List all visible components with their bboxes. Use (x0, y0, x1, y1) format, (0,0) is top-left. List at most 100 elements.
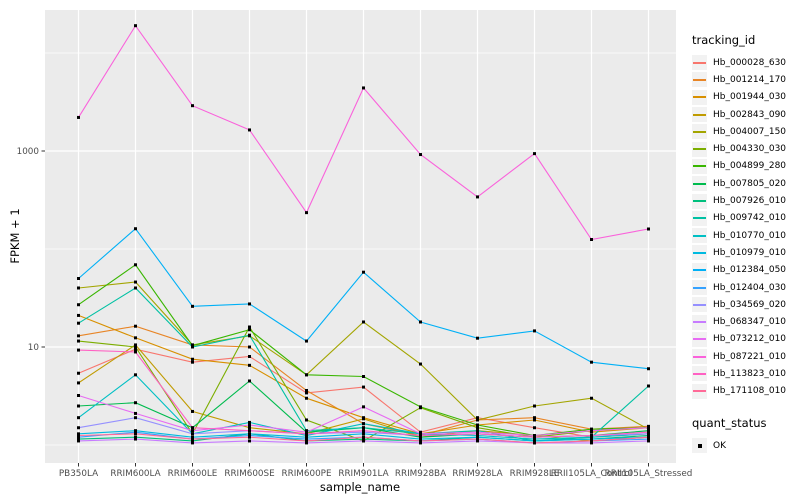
data-point (362, 426, 365, 430)
data-point (305, 211, 308, 215)
legend-quant-status: quant_status OK (692, 416, 800, 454)
y-tick-label: 10 (28, 343, 40, 353)
data-point (362, 417, 365, 421)
data-point (590, 437, 593, 441)
data-point (419, 435, 422, 439)
legend-item: Hb_007926_010 (692, 192, 800, 209)
data-point (248, 379, 251, 383)
data-point (77, 321, 80, 325)
data-point (134, 324, 137, 328)
legend-title-tracking-id: tracking_id (692, 33, 756, 47)
data-point (191, 429, 194, 433)
legend-key-line (692, 158, 707, 174)
legend-item: Hb_000028_630 (692, 54, 800, 71)
data-point (305, 373, 308, 377)
data-point (533, 435, 536, 439)
data-point (134, 343, 137, 347)
data-point (305, 434, 308, 438)
legend-item: Hb_087221_010 (692, 348, 800, 365)
data-point (77, 334, 80, 338)
data-point (134, 432, 137, 436)
data-point (476, 430, 479, 434)
data-point (77, 339, 80, 343)
legend-key-line (692, 383, 707, 399)
data-point (77, 393, 80, 397)
data-point (248, 420, 251, 424)
data-point (134, 345, 137, 349)
data-point (362, 320, 365, 324)
legend-item-label: Hb_010770_010 (713, 230, 787, 241)
data-point (533, 404, 536, 408)
data-point (248, 328, 251, 332)
data-point (419, 153, 422, 157)
data-point (419, 439, 422, 443)
legend-key-line (692, 314, 707, 330)
legend-item-label: Hb_001214_170 (713, 74, 787, 85)
legend-item-label: Hb_087221_010 (713, 351, 787, 362)
plot-panel (45, 10, 676, 463)
data-point (248, 432, 251, 436)
data-point (362, 375, 365, 379)
legend-title-quant-status: quant_status (692, 415, 767, 430)
legend-item-label: Hb_002843_090 (713, 109, 787, 120)
data-point (305, 391, 308, 395)
x-tick-label: RRII105LA_Control (551, 469, 633, 479)
data-point (77, 277, 80, 281)
data-point (590, 430, 593, 434)
legend-line-swatch (693, 234, 706, 237)
legend-item: Hb_113823_010 (692, 365, 800, 382)
legend-key-line (692, 366, 707, 382)
data-point (305, 429, 308, 433)
legend-line-swatch (693, 130, 706, 133)
legend-line-swatch (693, 251, 706, 254)
legend-key-line (692, 245, 707, 261)
data-point (248, 325, 251, 329)
legend-item-label: Hb_007805_020 (713, 178, 787, 189)
data-point (134, 429, 137, 433)
data-point (362, 437, 365, 441)
x-axis-title: sample_name (319, 480, 401, 494)
legend-key-line (692, 107, 707, 123)
data-point (533, 439, 536, 443)
legend-item: Hb_012384_050 (692, 262, 800, 279)
data-point (134, 416, 137, 420)
data-point (533, 418, 536, 422)
x-tick-label: RRIM928LA (452, 469, 502, 479)
legend-item-label: Hb_004330_030 (713, 144, 787, 155)
legend-key-line (692, 228, 707, 244)
data-point (590, 429, 593, 433)
legend-line-swatch (693, 148, 706, 151)
data-point (419, 437, 422, 441)
legend-item-label: Hb_004899_280 (713, 161, 787, 172)
data-point (77, 426, 80, 430)
data-point (647, 434, 650, 438)
data-point (134, 280, 137, 284)
data-point (362, 405, 365, 409)
legend-item: Hb_068347_010 (692, 313, 800, 330)
data-point (476, 437, 479, 441)
data-point (248, 429, 251, 433)
legend-key-line (692, 193, 707, 209)
data-point (134, 401, 137, 405)
data-point (305, 430, 308, 434)
data-point (647, 437, 650, 441)
data-point (134, 437, 137, 441)
data-point (248, 302, 251, 306)
legend-item: Hb_004899_280 (692, 158, 800, 175)
data-point (419, 432, 422, 436)
data-point (476, 195, 479, 199)
legend-item: Hb_073212_010 (692, 331, 800, 348)
data-point (134, 347, 137, 351)
legend-item-label: Hb_010979_010 (713, 247, 787, 258)
legend-item: Hb_009742_010 (692, 210, 800, 227)
data-point (191, 439, 194, 443)
data-point (533, 437, 536, 441)
data-point (476, 416, 479, 420)
data-point (77, 371, 80, 375)
data-point (77, 303, 80, 307)
legend-item: Hb_001214_170 (692, 71, 800, 88)
data-point (590, 396, 593, 400)
legend-item-label: Hb_004007_150 (713, 126, 787, 137)
data-point (134, 430, 137, 434)
